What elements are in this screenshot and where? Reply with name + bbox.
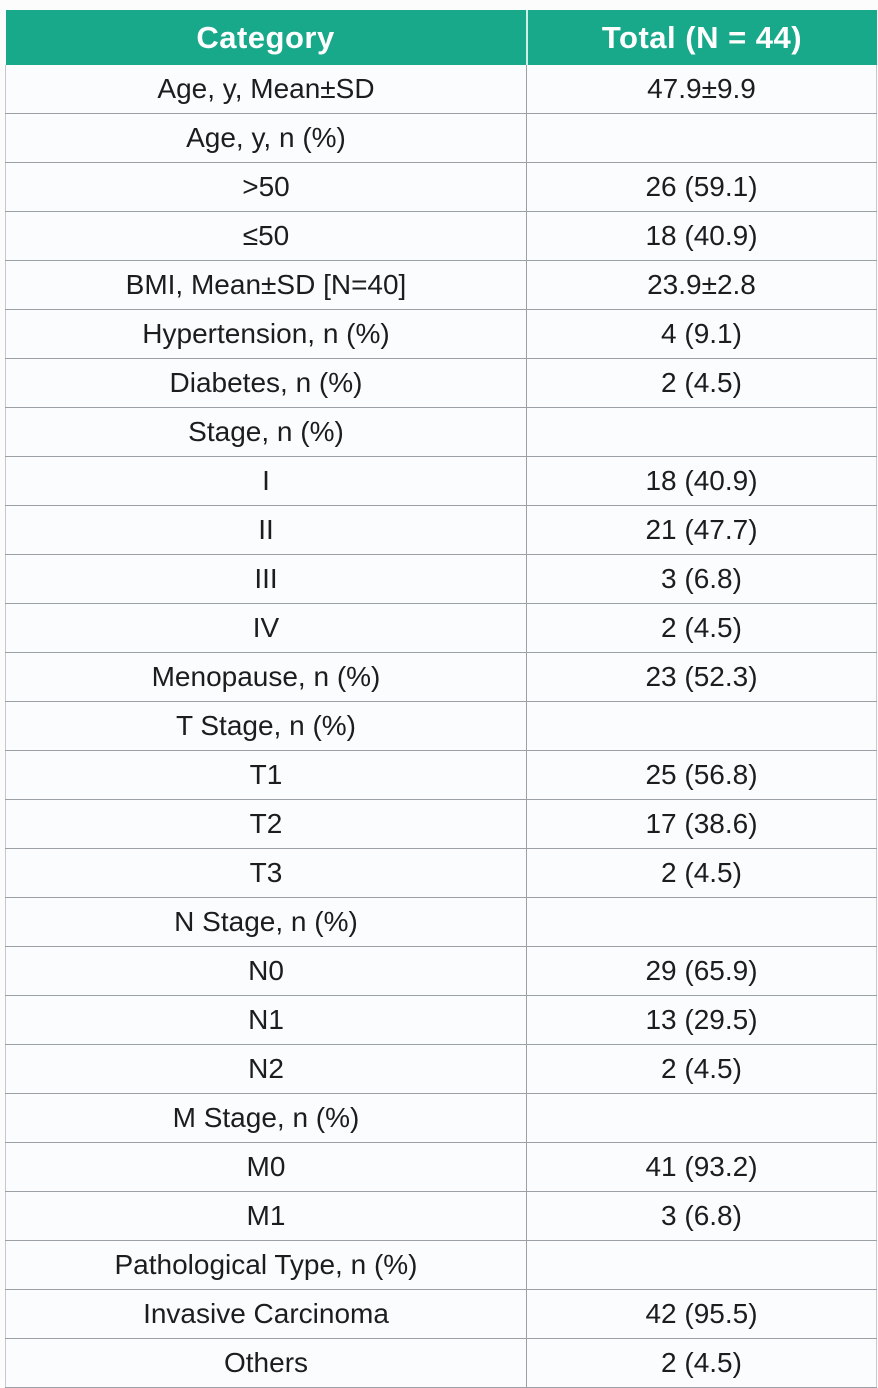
category-cell: Stage, n (%): [5, 407, 527, 457]
category-cell: >50: [5, 162, 527, 212]
total-cell: 29 (65.9): [526, 946, 877, 996]
category-cell: T3: [5, 848, 527, 898]
total-cell: 2 (4.5): [526, 603, 877, 653]
table-row: Stage, n (%): [5, 407, 877, 457]
table-row: M Stage, n (%): [5, 1093, 877, 1143]
table-row: ≤50 18 (40.9): [5, 211, 877, 261]
table-row: III 3 (6.8): [5, 554, 877, 604]
category-cell: T2: [5, 799, 527, 849]
total-cell: 23 (52.3): [526, 652, 877, 702]
total-cell: [526, 701, 877, 751]
category-cell: BMI, Mean±SD [N=40]: [5, 260, 527, 310]
category-cell: Age, y, Mean±SD: [5, 65, 527, 114]
category-cell: N Stage, n (%): [5, 897, 527, 947]
table-row: Hypertension, n (%) 4 (9.1): [5, 309, 877, 359]
total-cell: 21 (47.7): [526, 505, 877, 555]
category-cell: Diabetes, n (%): [5, 358, 527, 408]
category-cell: N2: [5, 1044, 527, 1094]
total-cell: 2 (4.5): [526, 848, 877, 898]
table-header: Category Total (N = 44): [5, 10, 877, 65]
total-cell: 3 (6.8): [526, 554, 877, 604]
table-row: T Stage, n (%): [5, 701, 877, 751]
category-cell: Others: [5, 1338, 527, 1388]
table-row: M0 41 (93.2): [5, 1142, 877, 1192]
total-cell: 2 (4.5): [526, 358, 877, 408]
total-cell: 18 (40.9): [526, 456, 877, 506]
category-cell: T1: [5, 750, 527, 800]
table-row: II 21 (47.7): [5, 505, 877, 555]
column-header-total: Total (N = 44): [525, 10, 877, 65]
category-cell: Invasive Carcinoma: [5, 1289, 527, 1339]
category-cell: ≤50: [5, 211, 527, 261]
column-header-category: Category: [5, 10, 527, 65]
total-cell: [526, 897, 877, 947]
category-cell: N0: [5, 946, 527, 996]
table-row: Invasive Carcinoma 42 (95.5): [5, 1289, 877, 1339]
total-cell: [526, 1240, 877, 1290]
table-row: T1 25 (56.8): [5, 750, 877, 800]
total-cell: 13 (29.5): [526, 995, 877, 1045]
table-row: N Stage, n (%): [5, 897, 877, 947]
total-cell: [526, 113, 877, 163]
total-cell: 3 (6.8): [526, 1191, 877, 1241]
category-cell: Pathological Type, n (%): [5, 1240, 527, 1290]
total-cell: 4 (9.1): [526, 309, 877, 359]
total-cell: [526, 1093, 877, 1143]
category-cell: Hypertension, n (%): [5, 309, 527, 359]
table-row: T3 2 (4.5): [5, 848, 877, 898]
category-cell: II: [5, 505, 527, 555]
table-row: Menopause, n (%) 23 (52.3): [5, 652, 877, 702]
category-cell: III: [5, 554, 527, 604]
table-body: Age, y, Mean±SD 47.9±9.9 Age, y, n (%) >50 2…: [5, 65, 877, 1388]
total-cell: 41 (93.2): [526, 1142, 877, 1192]
category-cell: N1: [5, 995, 527, 1045]
total-cell: 18 (40.9): [526, 211, 877, 261]
category-cell: I: [5, 456, 527, 506]
table-row: M1 3 (6.8): [5, 1191, 877, 1241]
category-cell: T Stage, n (%): [5, 701, 527, 751]
table-row: Age, y, Mean±SD 47.9±9.9: [5, 65, 877, 114]
category-cell: Age, y, n (%): [5, 113, 527, 163]
table-row: T2 17 (38.6): [5, 799, 877, 849]
patient-characteristics-table: Category Total (N = 44) Age, y, Mean±SD 47…: [5, 10, 877, 1388]
table-row: N2 2 (4.5): [5, 1044, 877, 1094]
table-row: Others 2 (4.5): [5, 1338, 877, 1388]
category-cell: M Stage, n (%): [5, 1093, 527, 1143]
category-cell: IV: [5, 603, 527, 653]
total-cell: [526, 407, 877, 457]
table-row: IV 2 (4.5): [5, 603, 877, 653]
category-cell: M0: [5, 1142, 527, 1192]
table-row: N1 13 (29.5): [5, 995, 877, 1045]
header-row: Category Total (N = 44): [5, 10, 877, 65]
table-row: Pathological Type, n (%): [5, 1240, 877, 1290]
total-cell: 17 (38.6): [526, 799, 877, 849]
table-row: BMI, Mean±SD [N=40] 23.9±2.8: [5, 260, 877, 310]
table-row: Diabetes, n (%) 2 (4.5): [5, 358, 877, 408]
total-cell: 42 (95.5): [526, 1289, 877, 1339]
total-cell: 26 (59.1): [526, 162, 877, 212]
total-cell: 23.9±2.8: [526, 260, 877, 310]
table-row: N0 29 (65.9): [5, 946, 877, 996]
total-cell: 25 (56.8): [526, 750, 877, 800]
total-cell: 47.9±9.9: [526, 65, 877, 114]
table-row: >50 26 (59.1): [5, 162, 877, 212]
total-cell: 2 (4.5): [526, 1044, 877, 1094]
total-cell: 2 (4.5): [526, 1338, 877, 1388]
table-row: Age, y, n (%): [5, 113, 877, 163]
category-cell: Menopause, n (%): [5, 652, 527, 702]
category-cell: M1: [5, 1191, 527, 1241]
table-row: I 18 (40.9): [5, 456, 877, 506]
